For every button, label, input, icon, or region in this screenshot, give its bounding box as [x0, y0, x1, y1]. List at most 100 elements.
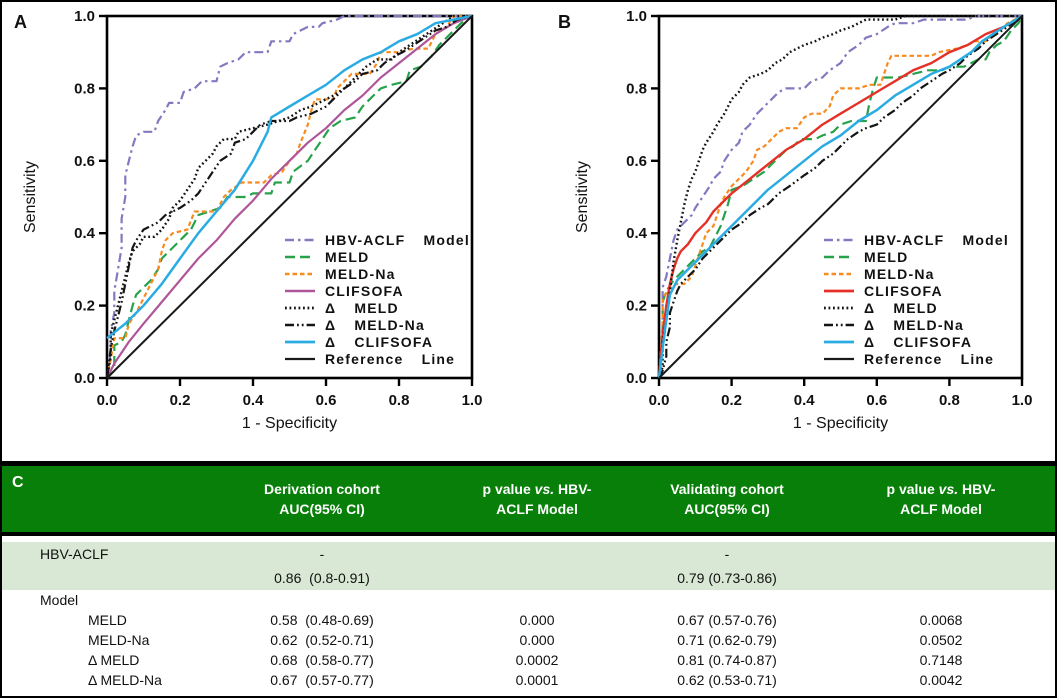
legend-label-Δ-CLIFSOFA: Δ CLIFSOFA [325, 334, 433, 350]
y-axis-title: Sensitivity [574, 161, 591, 233]
panel-label: B [558, 12, 571, 32]
table-row: MELD 0.58 (0.48-0.69) 0.000 0.67 (0.57-0.76… [2, 610, 1055, 630]
row-label: Δ MELD-Na [88, 672, 162, 688]
table-cell: 0.000 [519, 632, 555, 648]
roc-curve-CLIFSOFA [658, 15, 1023, 379]
x-tick-label: 0.4 [243, 392, 265, 409]
legend-label-MELD: MELD [864, 249, 908, 265]
roc-curve-Δ-CLIFSOFA [106, 15, 473, 340]
table-cell: 0.62 (0.52-0.71) [270, 632, 374, 648]
table-cell [447, 590, 627, 610]
legend-label-MELD-Na: MELD-Na [325, 266, 396, 282]
roc-panel-b: B 0.0 0.2 0.4 0.6 0.8 1.0 0.0 0.2 0.4 0.6 0.8 1.0 1 -… [558, 8, 1032, 432]
table-header: C Derivation cohort AUC(95% CI) p value … [2, 466, 1055, 536]
roc-curve-Reference-Line [106, 15, 473, 379]
table-cell: 0.7148 [919, 652, 963, 668]
x-axis-title: 1 - Specificity [793, 415, 888, 432]
roc-curve-Δ-MELD [658, 15, 1022, 379]
roc-curve-CLIFSOFA [106, 15, 473, 379]
table-cell [827, 590, 1055, 610]
table-cell: 0.0042 [919, 672, 963, 688]
table-body: HBV-ACLF - - 0.86 (0.8-0.91) 0.79 (0.73-0.86… [2, 536, 1055, 690]
legend-label-Reference-Line: Reference Line [325, 351, 455, 367]
y-tick-label: 0.8 [74, 80, 95, 97]
table-cell [827, 566, 1055, 590]
roc-curve-Reference-Line [658, 15, 1023, 379]
legend-label-Δ-MELD: Δ MELD [864, 300, 938, 316]
roc-curve-HBV-ACLF-Model [658, 15, 1022, 379]
x-tick-label: 0.2 [721, 392, 742, 409]
row-label: HBV-ACLF [40, 546, 109, 562]
legend-label-Δ-CLIFSOFA: Δ CLIFSOFA [864, 334, 972, 350]
roc-curve-MELD-Na [106, 15, 472, 379]
plot-box [657, 14, 1024, 380]
header-pvalue-derivation: p value vs. HBV- ACLF Model [482, 480, 592, 517]
roc-curve-MELD [106, 15, 473, 379]
table-cell: 0.0502 [919, 632, 963, 648]
y-tick-label: 0.0 [74, 370, 95, 387]
legend-label-HBV-ACLF-Model: HBV-ACLF Model [325, 232, 470, 248]
legend-label-Reference-Line: Reference Line [864, 351, 994, 367]
legend-label-CLIFSOFA: CLIFSOFA [864, 283, 943, 299]
table-cell: 0.67 (0.57-0.76) [677, 612, 777, 628]
row-label: Model [40, 592, 79, 608]
table-cell [827, 542, 1055, 566]
table-cell: 0.0002 [515, 652, 559, 668]
x-tick-label: 1.0 [462, 392, 483, 409]
x-tick-label: 0.6 [866, 392, 887, 409]
table-cell: 0.0001 [515, 672, 559, 688]
y-axis-title: Sensitivity [22, 161, 39, 233]
plot-box [105, 14, 474, 380]
table-cell [197, 590, 447, 610]
y-tick-label: 0.6 [74, 153, 95, 170]
x-tick-label: 0.6 [316, 392, 337, 409]
y-tick-label: 0.2 [626, 298, 647, 315]
header-pvalue-validating: p value vs. HBV- ACLF Model [886, 480, 996, 517]
legend-label-HBV-ACLF-Model: HBV-ACLF Model [864, 232, 1009, 248]
table-cell [447, 566, 627, 590]
y-tick-label: 0.6 [626, 153, 647, 170]
y-tick-label: 1.0 [74, 8, 95, 25]
x-tick-label: 0.4 [794, 392, 816, 409]
table-cell [447, 542, 627, 566]
roc-panel-a: A 0.0 0.2 0.4 0.6 0.8 1.0 0.0 0.2 0.4 0.6 0.8 1.0 1 -… [14, 8, 483, 432]
curves-group [658, 15, 1023, 379]
table-cell: 0.58 (0.48-0.69) [270, 612, 374, 628]
table-cell: - [724, 546, 730, 562]
table-cell: 0.86 (0.8-0.91) [274, 570, 370, 586]
table-cell: 0.81 (0.74-0.87) [677, 652, 777, 668]
legend-label-MELD-Na: MELD-Na [864, 266, 935, 282]
x-tick-label: 0.8 [939, 392, 960, 409]
panel-c-label: C [12, 474, 24, 491]
curves-group [106, 15, 473, 379]
table-cell: 0.68 (0.58-0.77) [270, 652, 374, 668]
table-cell: 0.71 (0.62-0.79) [677, 632, 777, 648]
y-tick-label: 0.4 [74, 225, 96, 242]
legend-label-MELD: MELD [325, 249, 369, 265]
roc-curve-Δ-MELD-Na [106, 15, 473, 379]
panel-label: A [14, 12, 27, 32]
legend-label-Δ-MELD-Na: Δ MELD-Na [864, 317, 964, 333]
legend-label-CLIFSOFA: CLIFSOFA [325, 283, 404, 299]
roc-curve-MELD-Na [658, 15, 1023, 379]
table-cell: 0.0068 [919, 612, 963, 628]
y-tick-label: 0.0 [626, 370, 647, 387]
table-row: HBV-ACLF - - [2, 542, 1055, 566]
roc-curve-HBV-ACLF-Model [106, 15, 472, 379]
header-derivation-auc: Derivation cohort AUC(95% CI) [264, 480, 380, 517]
roc-figure: A 0.0 0.2 0.4 0.6 0.8 1.0 0.0 0.2 0.4 0.6 0.8 1.0 1 -… [2, 2, 1055, 466]
row-label: MELD-Na [88, 632, 150, 648]
table-row: Δ MELD 0.68 (0.58-0.77) 0.0002 0.81 (0.74-0… [2, 650, 1055, 670]
roc-curve-Δ-CLIFSOFA [658, 15, 1023, 379]
row-label: Δ MELD [88, 652, 140, 668]
y-tick-label: 1.0 [626, 8, 647, 25]
x-tick-label: 0.0 [649, 392, 670, 409]
table-row: Model [2, 590, 1055, 610]
y-tick-label: 0.4 [626, 225, 648, 242]
table-cell: 0.000 [519, 612, 555, 628]
table-cell: 0.67 (0.57-0.77) [270, 672, 374, 688]
x-tick-label: 0.2 [170, 392, 191, 409]
table-cell: 0.62 (0.53-0.71) [677, 672, 777, 688]
row-label [2, 566, 197, 590]
